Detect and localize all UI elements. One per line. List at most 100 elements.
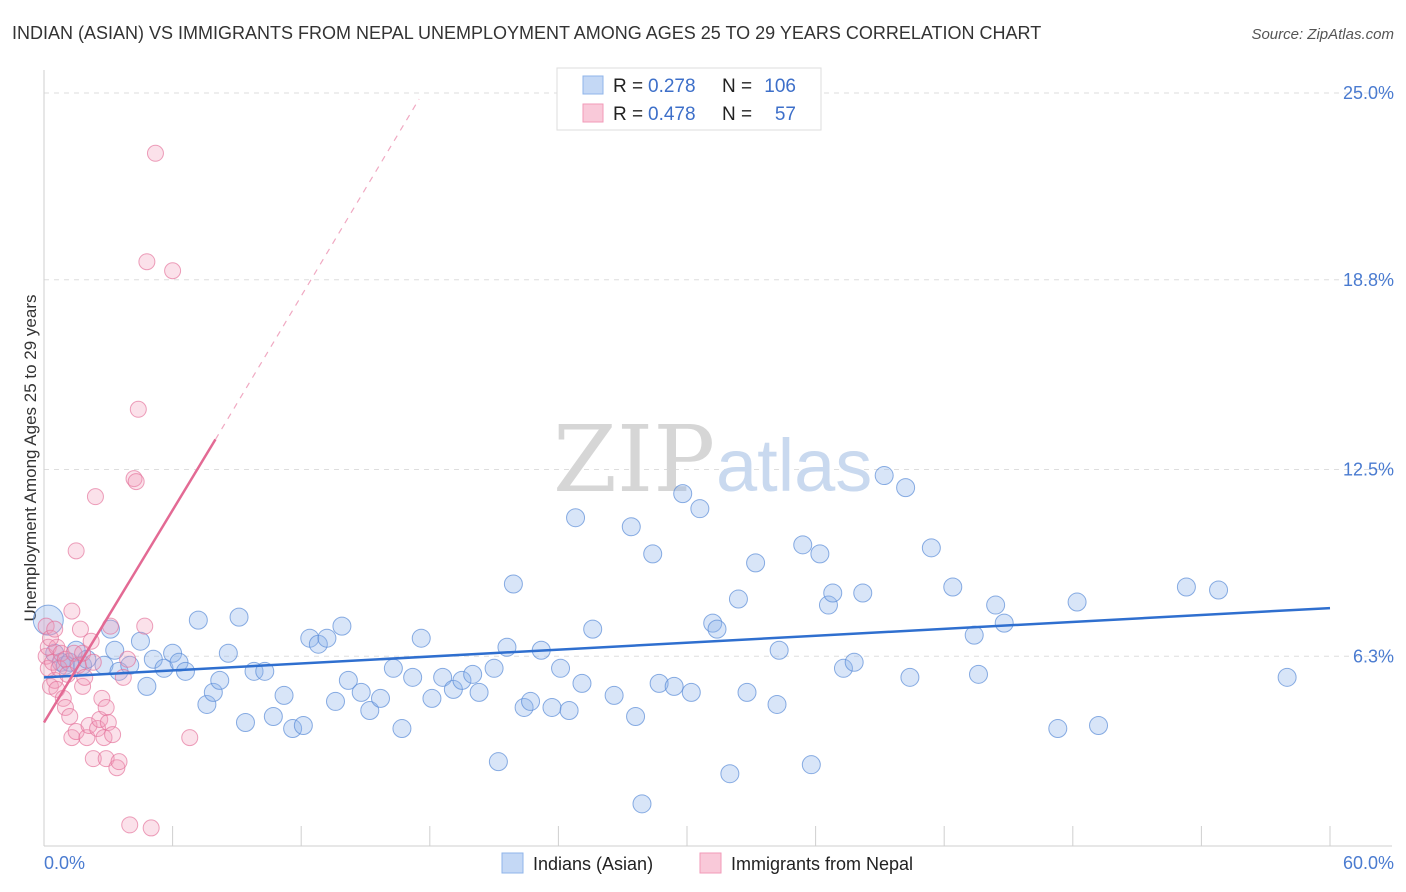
x-tick-marks [43, 826, 1331, 846]
point-indian [801, 755, 821, 775]
point-nepal [41, 629, 59, 647]
point-nepal [138, 253, 156, 271]
point-indian [921, 538, 941, 558]
point-indian [874, 466, 894, 486]
series-indians-asian [32, 466, 1297, 814]
point-nepal [63, 729, 81, 747]
trend-line-nepal-extension [214, 98, 420, 440]
point-indian [626, 706, 646, 726]
legend-swatch-nepal [582, 103, 604, 123]
point-indian [1277, 667, 1297, 687]
point-nepal [136, 617, 154, 635]
point-nepal [164, 262, 182, 280]
legend-bottom-swatch-indian [501, 852, 524, 874]
watermark-zip: ZIP [553, 406, 715, 513]
point-indian [853, 583, 873, 603]
point-indian [422, 688, 442, 708]
point-indian [632, 794, 652, 814]
point-nepal [76, 668, 94, 686]
point-indian [896, 478, 916, 498]
point-indian [32, 604, 64, 636]
point-indian [188, 610, 208, 630]
point-indian [943, 577, 963, 597]
point-indian [649, 673, 669, 693]
point-nepal [67, 542, 85, 560]
x-tick-label-max: 60.0% [1343, 853, 1394, 873]
point-nepal [110, 753, 128, 771]
legend-top: R = 0.278 N = 106 R = 0.478 N = 57 [556, 67, 822, 131]
point-nepal [104, 726, 122, 744]
legend-n-label-nepal: N = [722, 104, 752, 125]
chart-title: INDIAN (ASIAN) VS IMMIGRANTS FROM NEPAL … [12, 23, 1041, 43]
point-indian [621, 517, 641, 537]
point-nepal [63, 602, 81, 620]
point-indian [403, 667, 423, 687]
point-nepal [84, 750, 102, 768]
y-tick-labels: 6.3% 12.5% 18.8% 25.0% [1343, 83, 1394, 666]
point-indian [351, 682, 371, 702]
point-indian [263, 706, 283, 726]
point-indian [559, 700, 579, 720]
point-indian [964, 625, 984, 645]
point-indian [383, 658, 403, 678]
legend-r-value-indian: 0.278 [648, 76, 696, 97]
point-indian [994, 613, 1014, 633]
point-indian [583, 619, 603, 639]
series-immigrants-nepal [37, 144, 199, 837]
trend-line-indian [43, 606, 1331, 679]
point-indian [137, 676, 157, 696]
point-indian [833, 658, 853, 678]
point-indian [818, 595, 838, 615]
point-indian [566, 508, 586, 528]
trend-line-nepal [42, 438, 217, 724]
point-indian [793, 535, 813, 555]
point-indian [235, 713, 255, 733]
point-indian [503, 574, 523, 594]
point-indian [720, 764, 740, 784]
point-indian [572, 673, 592, 693]
point-indian [767, 694, 787, 714]
point-indian [769, 640, 789, 660]
y-axis-label: Unemployment Among Ages 25 to 29 years [21, 295, 40, 622]
legend-n-label-indian: N = [722, 76, 752, 97]
point-nepal [129, 400, 147, 418]
point-indian [844, 652, 864, 672]
point-nepal [46, 620, 64, 638]
point-indian [332, 616, 352, 636]
legend-r-label-indian: R = [613, 76, 643, 97]
point-indian [542, 697, 562, 717]
y-tick-label: 18.8% [1343, 270, 1394, 290]
point-indian [411, 628, 431, 648]
legend-swatch-indian [582, 75, 604, 95]
legend-n-value-indian: 106 [764, 76, 796, 97]
point-nepal [48, 638, 66, 656]
point-indian [900, 667, 920, 687]
point-indian [229, 607, 249, 627]
point-indian [317, 628, 337, 648]
point-nepal [71, 620, 89, 638]
y-tick-label: 25.0% [1343, 83, 1394, 103]
point-indian [664, 676, 684, 696]
point-indian [681, 682, 701, 702]
point-indian [392, 719, 412, 739]
point-indian [1089, 716, 1109, 736]
point-indian [452, 670, 472, 690]
legend-n-value-nepal: 57 [775, 104, 796, 125]
point-nepal [121, 816, 139, 834]
point-indian [274, 685, 294, 705]
point-nepal [127, 473, 145, 491]
legend-bottom-swatch-nepal [699, 852, 722, 874]
point-nepal [86, 488, 104, 506]
point-indian [551, 658, 571, 678]
point-indian [728, 589, 748, 609]
point-indian [604, 685, 624, 705]
point-indian [746, 553, 766, 573]
grid-lines [44, 92, 1392, 657]
watermark-atlas: atlas [716, 424, 872, 507]
point-indian [197, 694, 217, 714]
point-nepal [52, 644, 70, 662]
y-tick-label: 6.3% [1353, 646, 1394, 666]
point-indian [1176, 577, 1196, 597]
point-indian [218, 643, 238, 663]
